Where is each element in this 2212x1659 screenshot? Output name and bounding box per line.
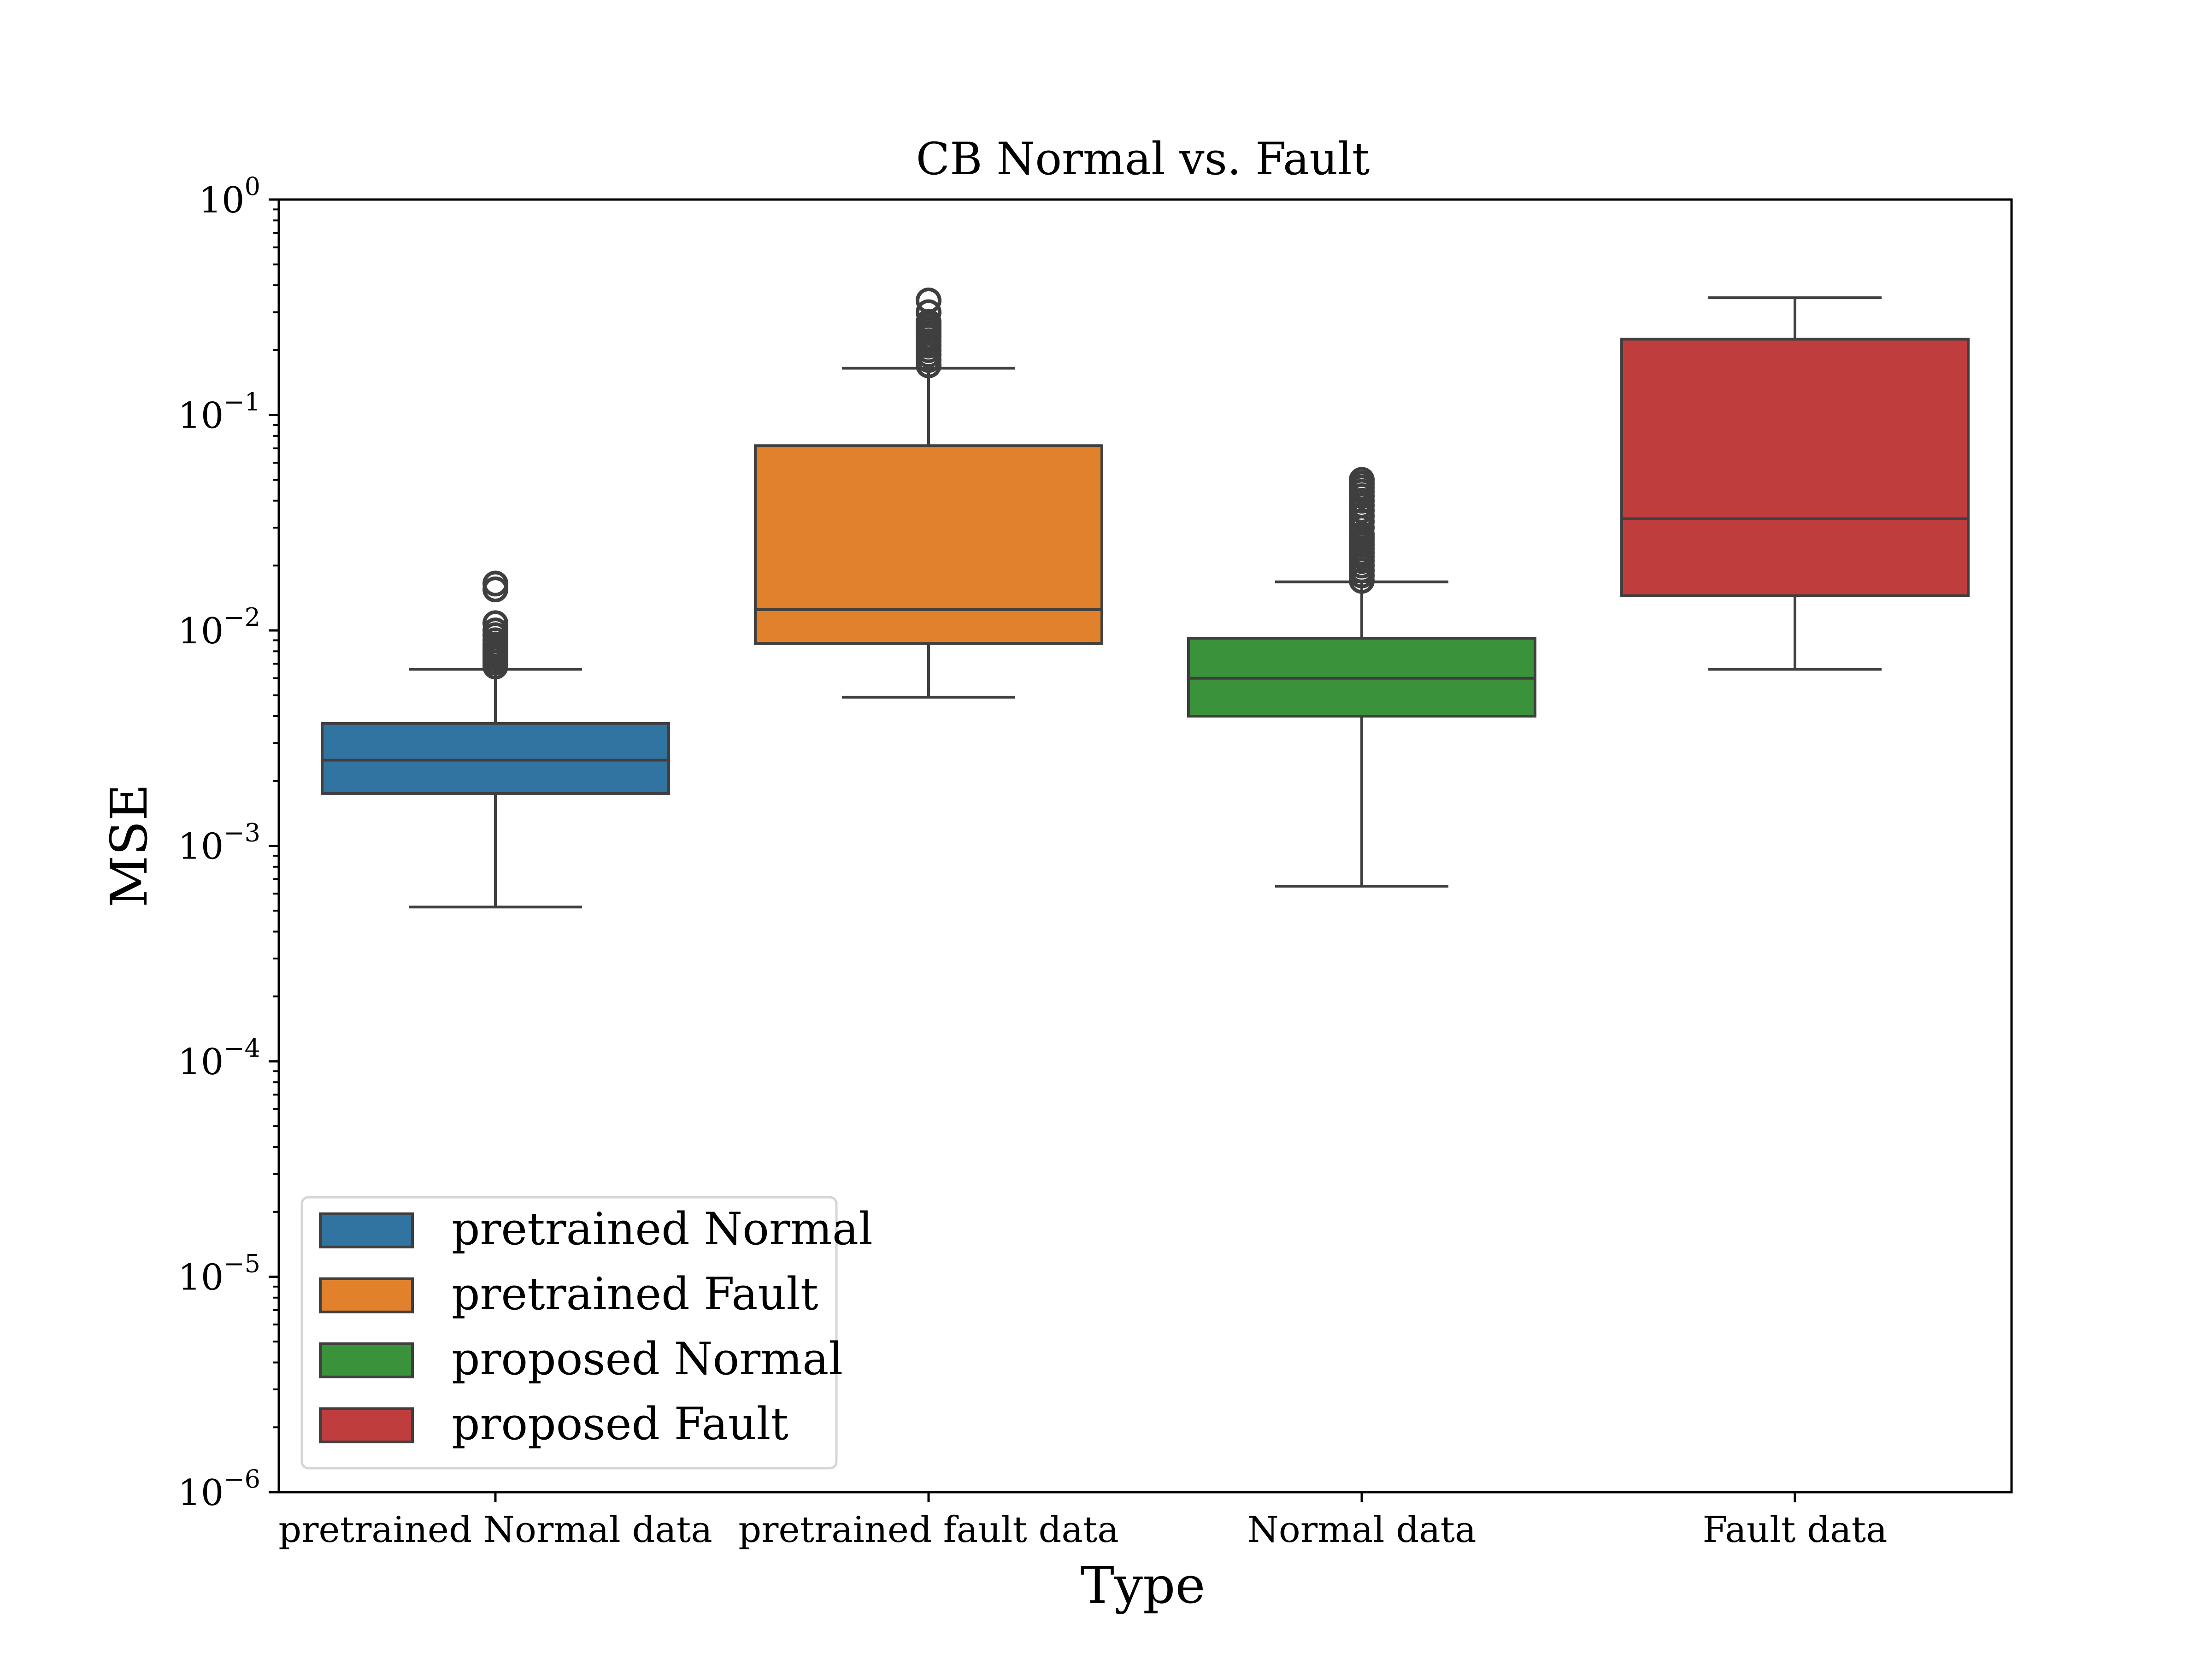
- legend-entry: pretrained Fault: [452, 1268, 818, 1320]
- boxplot-3: [1620, 296, 1970, 671]
- legend-swatch: [319, 1277, 414, 1313]
- y-axis: 100 10−1 10−2 10−3 10−4 10−5 10−6: [178, 172, 279, 1514]
- y-tick-label: 10−4: [178, 1034, 260, 1083]
- legend-swatch: [319, 1407, 414, 1443]
- x-axis: pretrained Normal data pretrained fault d…: [278, 1492, 1887, 1551]
- outlier-point: [482, 618, 508, 643]
- x-tick-label: pretrained fault data: [738, 1509, 1119, 1551]
- boxplot-2: [1187, 467, 1536, 888]
- y-tick-label: 10−2: [178, 603, 260, 652]
- x-tick-label: Fault data: [1703, 1509, 1888, 1551]
- chart-title: CB Normal vs. Fault: [916, 133, 1370, 185]
- outlier-point: [482, 610, 508, 636]
- boxplot-0: [321, 571, 670, 909]
- x-axis-label: Type: [1080, 1556, 1205, 1615]
- legend-entry: pretrained Normal: [452, 1203, 873, 1255]
- boxplot-1: [754, 288, 1103, 699]
- x-tick-label: pretrained Normal data: [278, 1509, 712, 1551]
- y-tick-label: 10−1: [178, 388, 260, 437]
- legend-frame: [300, 1196, 838, 1470]
- box: [321, 722, 670, 795]
- y-axis-label: MSE: [100, 784, 159, 907]
- y-tick-label: 10−3: [178, 818, 260, 868]
- outlier-point: [916, 288, 941, 314]
- legend-entry: proposed Fault: [452, 1398, 788, 1450]
- box: [754, 444, 1103, 645]
- outlier-point: [482, 571, 508, 597]
- legend-swatch: [319, 1212, 414, 1248]
- y-tick-label: 100: [199, 172, 260, 221]
- plot-frame: [277, 198, 2013, 1494]
- outlier-point: [1349, 467, 1375, 493]
- legend-entry: proposed Normal: [452, 1333, 843, 1385]
- outlier-point: [916, 299, 941, 325]
- x-tick-label: Normal data: [1247, 1509, 1477, 1551]
- box: [1620, 337, 1970, 597]
- y-tick-label: 10−6: [178, 1465, 260, 1514]
- legend-swatch: [319, 1342, 414, 1378]
- y-tick-label: 10−5: [178, 1249, 260, 1299]
- legend: pretrained Normal pretrained Fault propose…: [300, 1196, 873, 1470]
- boxplots: [321, 288, 1970, 909]
